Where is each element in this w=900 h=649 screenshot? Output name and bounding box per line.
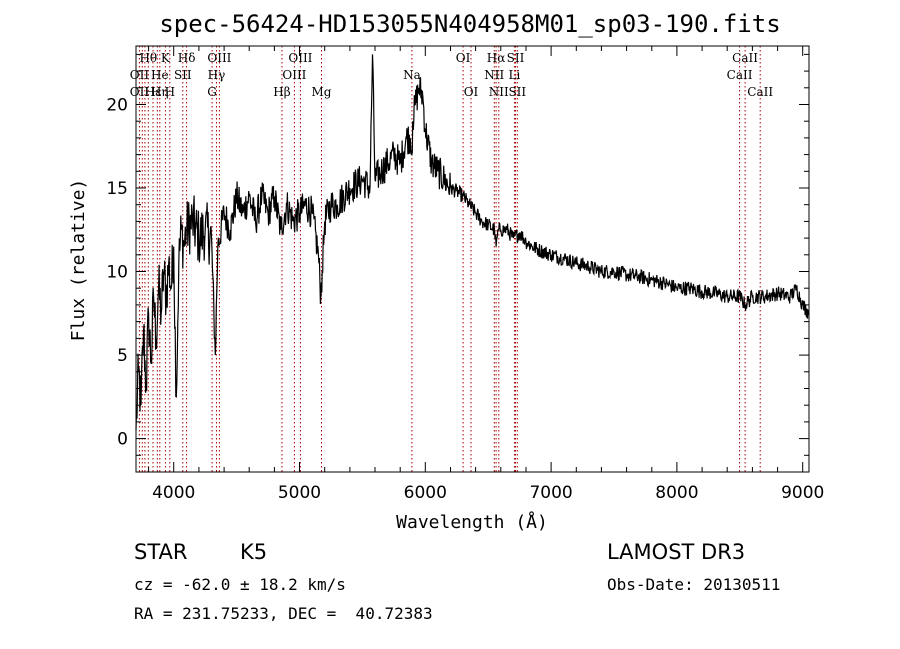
x-tick-label: 8000 [655,483,698,503]
x-axis-label: Wavelength (Å) [396,511,548,533]
line-label: Hθ [139,51,157,65]
line-label: CaII [747,85,773,99]
spectrum-line [135,54,810,431]
line-label: NII [484,68,504,82]
subclass: K5 [240,540,268,564]
x-tick-label: 7000 [529,483,572,503]
line-label: CaII [727,68,753,82]
line-label: SII [508,85,526,99]
y-tick-label: 15 [106,179,128,199]
x-tick-label: 9000 [781,483,824,503]
chart-title: spec-56424-HD153055N404958M01_sp03-190.f… [159,10,780,38]
line-markers [138,46,761,472]
line-label: SII [174,68,192,82]
y-axis: 0 5 10 15 20 [106,53,809,456]
line-label: Hβ [273,85,290,99]
line-label: Mg [312,85,332,99]
y-tick-label: 10 [106,263,128,283]
line-label: OI [456,51,471,65]
line-label: Hε [145,85,162,99]
x-axis: 4000 5000 6000 7000 8000 9000 [148,46,824,503]
y-tick-label: 0 [117,430,128,450]
redshift-value: cz = -62.0 ± 18.2 km/s [134,575,346,594]
x-tick-label: 5000 [278,483,321,503]
survey-name: LAMOST DR3 [607,540,746,564]
line-label: Hη [151,85,169,99]
line-label: He [151,68,169,82]
coordinates: RA = 231.75233, DEC = 40.72383 [134,604,433,623]
line-label: OII [130,68,150,82]
line-label: SII [507,51,525,65]
line-label: OIII [282,68,306,82]
object-class: STAR [134,540,188,564]
y-axis-label: Flux (relative) [68,179,89,342]
line-label: H [165,85,175,99]
x-tick-label: 4000 [152,483,195,503]
y-tick-label: 5 [117,346,128,366]
line-label: OIII [288,51,312,65]
line-label: G [207,85,217,99]
line-label: OII [130,85,150,99]
line-label: Hγ [208,68,226,82]
x-tick-label: 6000 [404,483,447,503]
line-label: Na [403,68,421,82]
line-label: CaII [732,51,758,65]
line-label: Hα [487,51,506,65]
line-label: OIII [207,51,231,65]
plot-frame [135,45,810,473]
y-tick-label: 20 [106,96,128,116]
line-label: Li [508,68,520,82]
obs-date: Obs-Date: 20130511 [607,575,781,594]
line-label: OI [464,85,479,99]
line-label: K [161,51,171,65]
line-label: NII [489,85,509,99]
line-label: Hδ [178,51,196,65]
